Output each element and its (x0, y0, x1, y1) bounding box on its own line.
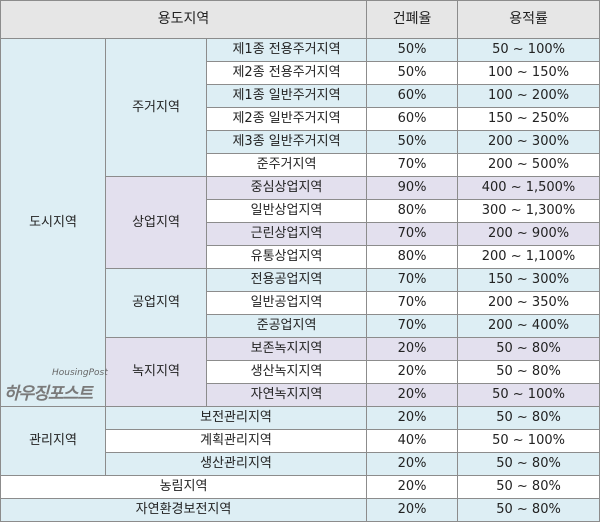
far-value: 100 ~ 150% (457, 61, 600, 85)
zone-name: 일반공업지역 (205, 291, 368, 315)
far-value: 50 ~ 100% (457, 429, 600, 453)
coverage-value: 70% (366, 153, 459, 177)
table-row: 일반공업지역 70% 200 ~ 350% (1, 291, 600, 315)
far-value: 50 ~ 80% (457, 475, 600, 499)
coverage-value: 90% (366, 176, 459, 200)
coverage-value: 20% (366, 475, 459, 499)
zone-name: 중심상업지역 (205, 176, 368, 200)
coverage-value: 50% (366, 130, 459, 154)
group-green: 녹지지역 (105, 337, 207, 407)
far-value: 50 ~ 80% (457, 360, 600, 384)
zone-name: 제3종 일반주거지역 (205, 130, 368, 154)
group-commercial: 상업지역 (105, 176, 207, 269)
header-zone: 용도지역 (0, 0, 368, 39)
zone-name: 근린상업지역 (205, 222, 368, 246)
far-value: 150 ~ 300% (457, 268, 600, 292)
table-row: 근린상업지역 70% 200 ~ 900% (1, 222, 600, 246)
far-value: 200 ~ 300% (457, 130, 600, 154)
coverage-value: 60% (366, 84, 459, 108)
zone-name: 보전관리지역 (104, 406, 368, 430)
table-row: 제3종 일반주거지역 50% 200 ~ 300% (1, 130, 600, 154)
coverage-value: 70% (366, 268, 459, 292)
table-row: 상업지역 중심상업지역 90% 400 ~ 1,500% (1, 176, 600, 269)
group-residential: 주거지역 (105, 38, 207, 177)
table-row: 제2종 일반주거지역 60% 150 ~ 250% (1, 107, 600, 131)
zone-name: 전용공업지역 (205, 268, 368, 292)
coverage-value: 20% (366, 337, 459, 361)
coverage-value: 20% (366, 360, 459, 384)
far-value: 200 ~ 1,100% (457, 245, 600, 269)
table-row: 제1종 일반주거지역 60% 100 ~ 200% (1, 84, 600, 108)
group-urban: 도시지역 (0, 38, 106, 407)
header-far: 용적률 (457, 0, 600, 39)
table-row: 유통상업지역 80% 200 ~ 1,100% (1, 245, 600, 269)
coverage-value: 50% (366, 61, 459, 85)
zone-name: 제1종 전용주거지역 (205, 38, 368, 62)
coverage-value: 40% (366, 429, 459, 453)
table-row: 공업지역 전용공업지역 70% 150 ~ 300% (1, 268, 600, 338)
table-row: 생산녹지지역 20% 50 ~ 80% (1, 360, 600, 384)
far-value: 100 ~ 200% (457, 84, 600, 108)
table-row: 계획관리지역 40% 50 ~ 100% (1, 429, 600, 453)
table-row: 일반상업지역 80% 300 ~ 1,300% (1, 199, 600, 223)
zone-name: 계획관리지역 (104, 429, 368, 453)
zone-name: 농림지역 (0, 475, 368, 499)
watermark-english: HousingPost (52, 368, 108, 378)
zone-name: 자연환경보전지역 (0, 498, 368, 522)
zone-name: 제2종 일반주거지역 (205, 107, 368, 131)
table-row: 도시지역 주거지역 제1종 전용주거지역 50% 50 ~ 100% (0, 38, 600, 407)
zone-name: 자연녹지지역 (205, 383, 368, 407)
far-value: 50 ~ 100% (457, 383, 600, 407)
coverage-value: 20% (366, 452, 459, 476)
group-management: 관리지역 (0, 406, 106, 476)
table-row: 생산관리지역 20% 50 ~ 80% (1, 452, 600, 476)
watermark-korean: 하우징포스트 (4, 384, 93, 404)
zone-name: 생산녹지지역 (205, 360, 368, 384)
table-row: 녹지지역 보존녹지지역 20% 50 ~ 80% (1, 337, 600, 407)
zone-name: 유통상업지역 (205, 245, 368, 269)
far-value: 300 ~ 1,300% (457, 199, 600, 223)
far-value: 50 ~ 80% (457, 452, 600, 476)
zone-name: 일반상업지역 (205, 199, 368, 223)
coverage-value: 20% (366, 406, 459, 430)
far-value: 200 ~ 900% (457, 222, 600, 246)
far-value: 150 ~ 250% (457, 107, 600, 131)
coverage-value: 50% (366, 38, 459, 62)
table-row: 농림지역 20% 50 ~ 80% (0, 475, 600, 499)
table-row: 자연환경보전지역 20% 50 ~ 80% (0, 498, 600, 522)
far-value: 400 ~ 1,500% (457, 176, 600, 200)
coverage-value: 20% (366, 498, 459, 522)
far-value: 50 ~ 80% (457, 337, 600, 361)
housingpost-watermark: HousingPost 하우징포스트 (4, 368, 108, 408)
coverage-value: 60% (366, 107, 459, 131)
zone-name: 제2종 전용주거지역 (205, 61, 368, 85)
coverage-value: 80% (366, 199, 459, 223)
header-coverage: 건폐율 (366, 0, 459, 39)
far-value: 50 ~ 80% (457, 406, 600, 430)
zone-name: 보존녹지지역 (205, 337, 368, 361)
header-row: 용도지역 건폐율 용적률 (0, 0, 600, 39)
far-value: 200 ~ 400% (457, 314, 600, 338)
far-value: 50 ~ 100% (457, 38, 600, 62)
table-row: 자연녹지지역 20% 50 ~ 100% (1, 383, 600, 407)
table-row: 관리지역 보전관리지역 20% 50 ~ 80% (0, 406, 600, 476)
coverage-value: 20% (366, 383, 459, 407)
table-row: 제2종 전용주거지역 50% 100 ~ 150% (1, 61, 600, 85)
coverage-value: 80% (366, 245, 459, 269)
coverage-value: 70% (366, 222, 459, 246)
coverage-value: 70% (366, 291, 459, 315)
zone-name: 생산관리지역 (104, 452, 368, 476)
far-value: 200 ~ 500% (457, 153, 600, 177)
far-value: 200 ~ 350% (457, 291, 600, 315)
group-industrial: 공업지역 (105, 268, 207, 338)
coverage-value: 70% (366, 314, 459, 338)
far-value: 50 ~ 80% (457, 498, 600, 522)
zone-name: 제1종 일반주거지역 (205, 84, 368, 108)
table-row: 준주거지역 70% 200 ~ 500% (1, 153, 600, 177)
zone-name: 준주거지역 (205, 153, 368, 177)
zone-name: 준공업지역 (205, 314, 368, 338)
